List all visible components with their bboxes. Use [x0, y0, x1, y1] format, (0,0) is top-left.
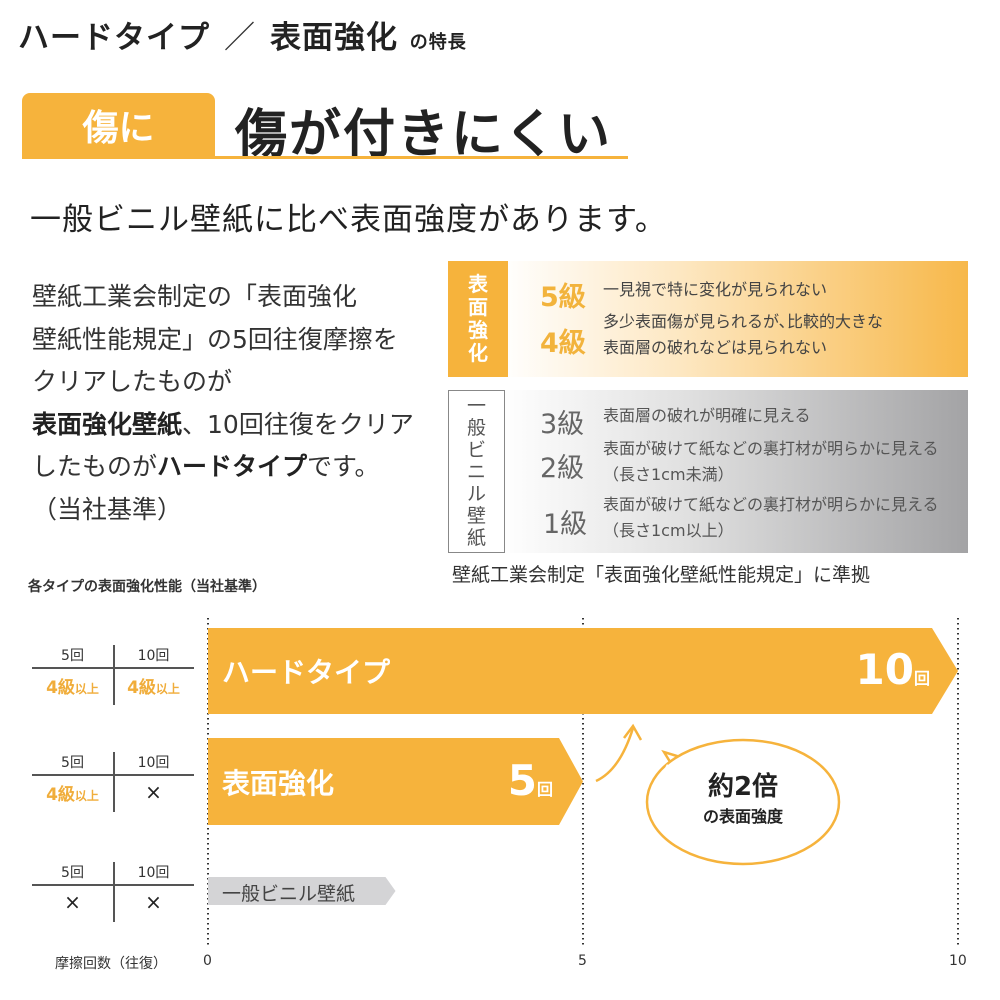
- grade-1-desc: 表面が破けて紙などの裏打材が明らかに見える （長さ1cm以上）: [603, 495, 939, 540]
- grade-label-strong: 表面強化: [448, 261, 508, 377]
- x-tick-label: 5: [578, 953, 587, 969]
- title-part1: ハードタイプ: [18, 20, 210, 56]
- bar-label: 表面強化: [222, 766, 335, 800]
- grade-5: 5級: [540, 282, 586, 313]
- grade-caption: 壁紙工業会制定「表面強化壁紙性能規定」に準拠: [452, 564, 871, 586]
- cross-icon: ×: [145, 780, 162, 804]
- cross-icon: ×: [64, 890, 81, 914]
- cross-icon: ×: [145, 890, 162, 914]
- grade-3-desc: 表面層の破れが明確に見える: [603, 406, 811, 425]
- grade-box-vinyl: 一般ビニル壁紙 3級 表面層の破れが明確に見える 2級 表面が破けて紙などの裏打…: [448, 390, 968, 553]
- x-tick-label: 0: [203, 953, 212, 969]
- grade-label-vinyl: 一般ビニル壁紙: [448, 390, 505, 553]
- heading: 傷が付きにくい: [235, 105, 612, 165]
- x-tick-label: 10: [949, 953, 967, 969]
- bar-value-label: 10回: [855, 645, 930, 694]
- grade-1: 1級: [543, 509, 588, 540]
- title-separator: ／: [224, 20, 256, 56]
- subtitle: 一般ビニル壁紙に比べ表面強度があります。: [30, 202, 667, 238]
- grade-3: 3級: [540, 409, 585, 440]
- grade-box-strong: 表面強化 5級 一見視で特に変化が見られない 4級 多少表面傷が見られるが､比較…: [448, 261, 968, 377]
- bar-value-label: 5回: [507, 755, 553, 805]
- x-axis-label: 摩擦回数（往復）: [55, 956, 167, 972]
- callout-text: 約2倍 の表面強度: [702, 772, 783, 826]
- grade-2-desc: 表面が破けて紙などの裏打材が明らかに見える （長さ1cm未満）: [603, 439, 939, 484]
- bar-label: 一般ビニル壁紙: [222, 883, 356, 905]
- bar-label: ハードタイプ: [222, 656, 391, 689]
- grade-4: 4級: [540, 328, 586, 359]
- table-header: 10回: [137, 865, 170, 881]
- heading-tab: 傷に: [22, 93, 215, 157]
- arrow-head-icon: [623, 723, 643, 741]
- table-header: 5回: [61, 865, 84, 881]
- table-header: 10回: [137, 648, 170, 664]
- table-header: 10回: [137, 755, 170, 771]
- grade-table: 5回 10回 4級以上 4級以上: [32, 645, 194, 705]
- table-header: 5回: [61, 648, 84, 664]
- heading-underline: [22, 156, 628, 159]
- description: 壁紙工業会制定の「表面強化 壁紙性能規定」の5回往復摩擦を クリアしたものが 表…: [32, 282, 414, 524]
- title-part2: 表面強化: [270, 20, 398, 56]
- grade-2: 2級: [540, 453, 585, 484]
- callout-bubble: [645, 738, 841, 866]
- table-grade: 4級以上: [127, 678, 180, 698]
- arrow: [595, 727, 635, 783]
- page-title: ハードタイプ ／ 表面強化 の特長: [18, 12, 467, 57]
- grade-table: 5回 10回 4級以上 ×: [32, 752, 194, 812]
- grade-5-desc: 一見視で特に変化が見られない: [603, 280, 828, 299]
- table-grade: 4級以上: [46, 785, 99, 805]
- table-header: 5回: [61, 755, 84, 771]
- bar: [208, 738, 583, 825]
- bar: [208, 877, 396, 905]
- chart-title: 各タイプの表面強化性能（当社基準）: [28, 579, 266, 595]
- table-grade: 4級以上: [46, 678, 99, 698]
- grade-4-desc: 多少表面傷が見られるが､比較的大きな 表面層の破れなどは見られない: [603, 312, 884, 357]
- grade-table: 5回 10回 × ×: [32, 862, 194, 922]
- bar: [208, 628, 958, 714]
- title-suffix: の特長: [409, 32, 467, 53]
